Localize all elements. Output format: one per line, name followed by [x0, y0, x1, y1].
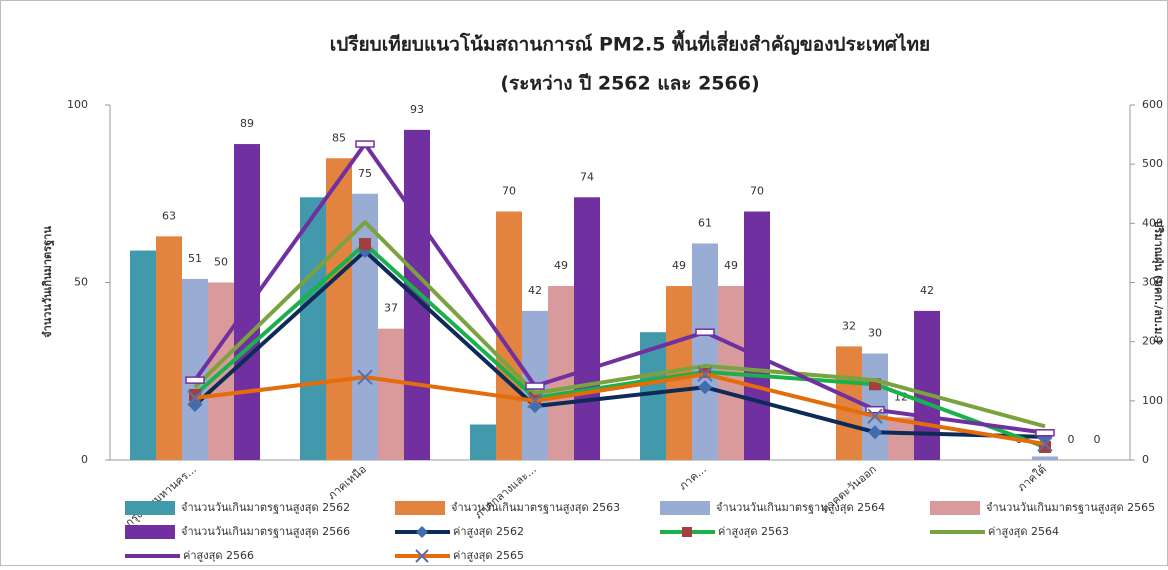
legend-swatch	[930, 501, 980, 515]
line-marker	[187, 390, 203, 406]
data-label: 70	[502, 185, 516, 198]
bar	[300, 197, 326, 461]
data-label: 75	[358, 167, 372, 180]
y2-tick-label: 300	[1142, 276, 1163, 289]
bar	[692, 243, 718, 460]
data-label: 85	[332, 131, 346, 144]
legend-label: จำนวนวันเกินมาตรฐานสูงสุด 2566	[181, 525, 350, 538]
y2-tick-label: 100	[1142, 394, 1163, 407]
data-label: 0	[1068, 433, 1075, 446]
data-label: 70	[750, 185, 764, 198]
legend-label: จำนวนวันเกินมาตรฐานสูงสุด 2564	[716, 501, 885, 514]
line-marker	[359, 238, 371, 251]
legend-label: ค่าสูงสุด 2562	[453, 525, 524, 538]
legend-label: จำนวนวันเกินมาตรฐานสูงสุด 2562	[181, 501, 350, 514]
line-marker	[355, 140, 375, 148]
legend-swatch	[125, 501, 175, 515]
chart-subtitle: (ระหว่าง ปี 2562 และ 2566)	[500, 73, 759, 95]
line	[193, 242, 1046, 449]
legend-marker	[416, 526, 428, 538]
y-tick-label: 100	[67, 98, 88, 111]
y2-tick-label: 0	[1142, 453, 1149, 466]
y2-axis-title: ปริมาณฝุ่น (มคก./ลบ.ม.)	[1151, 220, 1165, 343]
bar	[156, 236, 182, 460]
y-tick-label: 0	[81, 453, 88, 466]
bar	[130, 250, 156, 460]
data-label: 61	[698, 216, 712, 229]
data-label: 51	[188, 252, 202, 265]
line-marker	[868, 425, 882, 440]
line	[193, 142, 1046, 435]
y2-tick-label: 200	[1142, 335, 1163, 348]
data-label: 49	[554, 259, 568, 272]
line-marker	[527, 393, 543, 409]
data-label: 0	[1094, 433, 1101, 446]
line-marker	[1035, 429, 1055, 437]
line	[194, 372, 1046, 446]
bar	[1032, 456, 1058, 460]
legend-label: ค่าสูงสุด 2566	[183, 549, 254, 562]
bar	[404, 129, 430, 460]
line-marker	[865, 405, 885, 414]
y2-tick-label: 500	[1142, 157, 1163, 170]
legend-swatch	[395, 501, 445, 515]
legend-label: จำนวนวันเกินมาตรฐานสูงสุด 2563	[451, 501, 620, 514]
legend-swatch	[125, 525, 175, 539]
data-label: 74	[580, 170, 594, 183]
line-marker	[1037, 436, 1053, 452]
legend-marker	[415, 549, 429, 563]
data-label: 49	[724, 259, 738, 272]
legend-swatch	[660, 501, 710, 515]
bar	[326, 158, 352, 460]
bar	[234, 144, 260, 461]
y2-tick-label: 400	[1142, 216, 1163, 229]
legend-label: ค่าสูงสุด 2565	[453, 549, 524, 562]
line	[193, 220, 1046, 429]
legend-label: ค่าสูงสุด 2563	[718, 525, 789, 538]
line-marker	[695, 328, 715, 336]
data-label: 63	[162, 209, 176, 222]
data-label: 50	[214, 256, 228, 269]
data-label: 37	[384, 302, 398, 315]
line-marker	[525, 382, 545, 390]
line-marker	[697, 366, 713, 382]
legend-label: ค่าสูงสุด 2564	[988, 525, 1059, 538]
legend-label: จำนวนวันเกินมาตรฐานสูงสุด 2565	[986, 501, 1155, 514]
y-tick-label: 50	[74, 276, 88, 289]
data-label: 42	[920, 284, 934, 297]
legend-marker	[682, 527, 692, 537]
line	[193, 249, 1046, 439]
bar	[470, 424, 496, 460]
line-marker	[357, 369, 373, 385]
data-label: 42	[528, 284, 542, 297]
bar	[914, 310, 940, 460]
bar	[744, 211, 770, 460]
chart-title: เปรียบเทียบแนวโน้มสถานการณ์ PM2.5 พื้นที…	[330, 30, 930, 56]
bar	[378, 328, 404, 460]
line-marker	[698, 380, 712, 395]
y-axis-title: จำนวนวันเกินมาตรฐาน	[41, 226, 55, 338]
data-label: 30	[868, 327, 882, 340]
data-label: 32	[842, 319, 856, 332]
line-marker	[185, 376, 205, 384]
line-marker	[867, 408, 883, 424]
data-label: 49	[672, 259, 686, 272]
data-label: 89	[240, 117, 254, 130]
bar	[574, 197, 600, 461]
y2-tick-label: 600	[1142, 98, 1163, 111]
bar	[888, 417, 914, 460]
data-label: 93	[410, 103, 424, 116]
